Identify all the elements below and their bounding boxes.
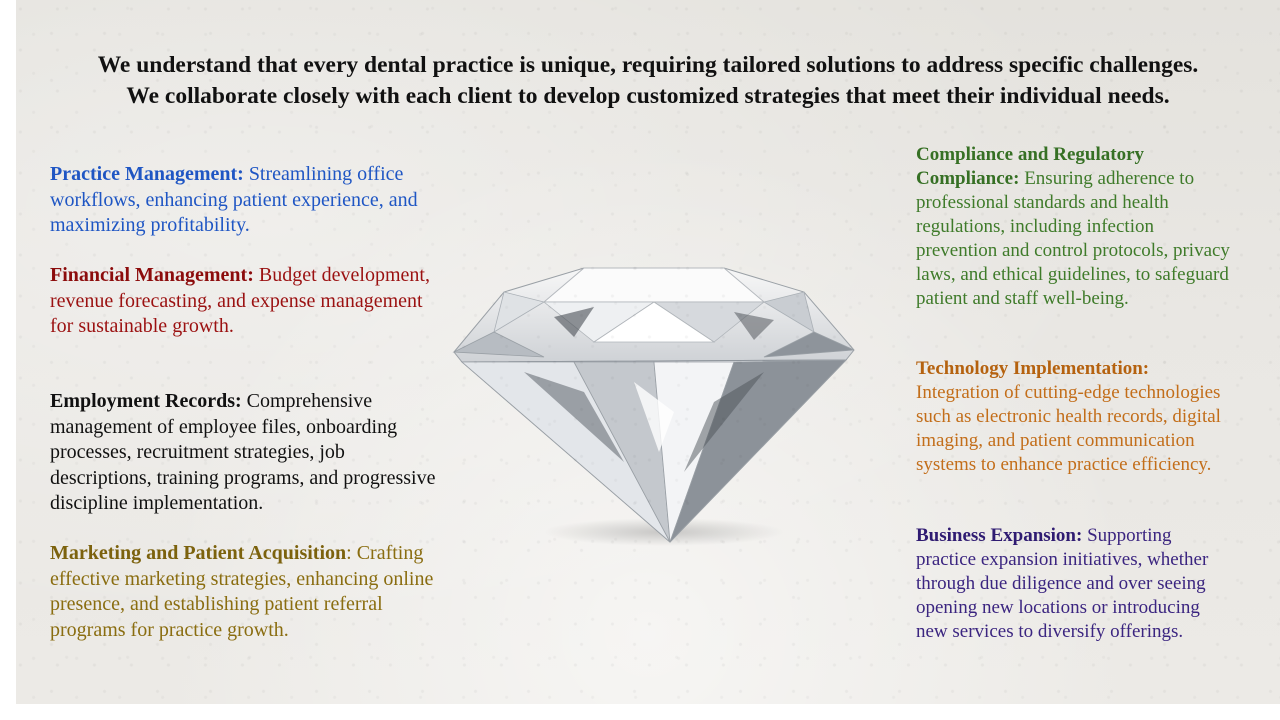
- expansion-title: Business Expansion:: [916, 525, 1083, 546]
- compliance-title: Compliance and Regulatory Compliance:: [916, 144, 1144, 189]
- expansion-text: Supporting practice expansion initiative…: [916, 525, 1209, 642]
- technology-text: Integration of cutting-edge technologies…: [916, 382, 1221, 475]
- headline: We understand that every dental practice…: [16, 50, 1280, 112]
- financial-management-text: Budget development, revenue forecasting,…: [50, 264, 430, 337]
- practice-management-text: Streamlining office workflows, enhancing…: [50, 163, 418, 236]
- technology-paragraph: Technology Implementation: Integration o…: [916, 357, 1236, 477]
- employment-records-title: Employment Records:: [50, 390, 242, 412]
- employment-records-paragraph: Employment Records: Comprehensive manage…: [50, 389, 440, 517]
- expansion-paragraph: Business Expansion: Supporting practice …: [916, 524, 1236, 644]
- marketing-text: : Crafting effective marketing strategie…: [50, 542, 434, 641]
- employment-records-text: Comprehensive management of employee fil…: [50, 390, 436, 514]
- financial-management-title: Financial Management:: [50, 264, 254, 286]
- marketing-paragraph: Marketing and Patient Acquisition: Craft…: [50, 541, 440, 643]
- marketing-title: Marketing and Patient Acquisition: [50, 542, 347, 564]
- slide: We understand that every dental practice…: [16, 0, 1280, 704]
- practice-management-title: Practice Management:: [50, 163, 244, 185]
- compliance-text: Ensuring adherence to professional stand…: [916, 168, 1230, 309]
- practice-management-paragraph: Practice Management: Streamlining office…: [50, 162, 440, 239]
- diamond-icon: [452, 267, 855, 546]
- technology-title: Technology Implementation:: [916, 358, 1150, 379]
- headline-line-1: We understand that every dental practice…: [97, 52, 1199, 78]
- headline-line-2: We collaborate closely with each client …: [126, 83, 1170, 109]
- compliance-paragraph: Compliance and Regulatory Compliance: En…: [916, 143, 1236, 311]
- financial-management-paragraph: Financial Management: Budget development…: [50, 263, 440, 340]
